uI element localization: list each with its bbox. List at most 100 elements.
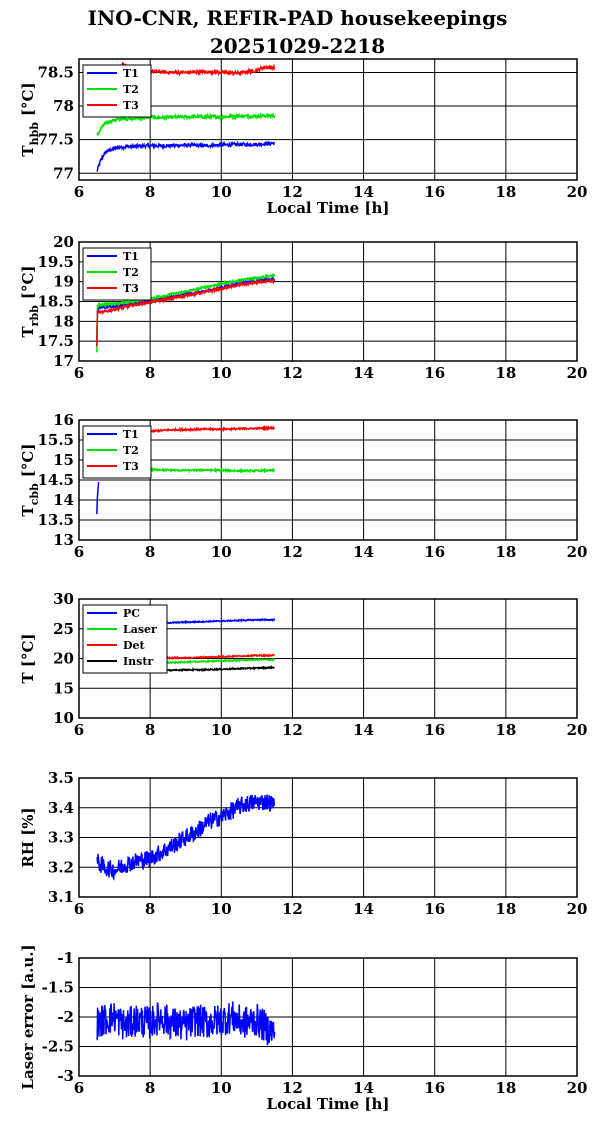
- y-axis-label-main: RH [%]: [19, 807, 37, 867]
- series-line-t3: [149, 424, 276, 434]
- y-tick-label: 10: [53, 709, 74, 727]
- y-tick-label: 3.3: [48, 829, 74, 847]
- panel-laser: -3 -2.5 -2 -1.5 -1 6 8 10 12 14 16 18 20 Local Time […: [19, 944, 587, 1113]
- legend-label-t1: T1: [123, 428, 139, 441]
- y-tick-label: 14.5: [37, 471, 74, 489]
- grid-hbb: [78, 59, 578, 180]
- legend-label-instr: Instr: [123, 655, 153, 668]
- plot-frame: [78, 777, 578, 898]
- y-axis-label: RH [%]: [19, 807, 37, 867]
- y-tick-label: -3: [57, 1067, 74, 1085]
- legend-label-laser: Laser: [123, 623, 157, 636]
- x-tick-label: 20: [567, 364, 588, 382]
- grid-rh: [78, 777, 578, 898]
- y-tick-label: 18.5: [37, 293, 74, 311]
- series-line-t2: [96, 111, 276, 137]
- chart-subtitle: 20251029-2218: [209, 34, 386, 58]
- x-tick-label: 20: [567, 1079, 588, 1097]
- y-tick-label: 17: [53, 352, 74, 370]
- x-tick-label: 16: [424, 1079, 445, 1097]
- legend-label-t3: T3: [123, 282, 139, 295]
- x-tick-label: 16: [424, 364, 445, 382]
- y-tick-label: 3.2: [48, 858, 74, 876]
- y-tick-label: 3.4: [48, 799, 74, 817]
- x-axis-label: Local Time [h]: [267, 1095, 390, 1113]
- y-tick-label: 15: [53, 679, 74, 697]
- x-tick-label: 10: [211, 183, 232, 201]
- legend-label-t2: T2: [123, 444, 139, 457]
- x-tick-label: 14: [353, 183, 374, 201]
- x-tick-label: 12: [282, 183, 303, 201]
- y-tick-label: 16: [53, 411, 74, 429]
- x-tick-label: 18: [495, 543, 516, 561]
- x-tick-label: 12: [282, 364, 303, 382]
- y-tick-label: 15.5: [37, 431, 74, 449]
- x-tick-label: 8: [145, 543, 155, 561]
- legend-label-t1: T1: [123, 250, 139, 263]
- y-tick-label: 3.5: [48, 769, 74, 787]
- x-tick-label: 6: [74, 183, 84, 201]
- x-tick-label: 8: [145, 721, 155, 739]
- x-tick-label: 20: [567, 900, 588, 918]
- y-tick-label: 13.5: [37, 511, 74, 529]
- y-tick-label: 77.5: [37, 131, 74, 149]
- x-tick-label: 16: [424, 543, 445, 561]
- x-tick-label: 14: [353, 1079, 374, 1097]
- x-tick-label: 10: [211, 900, 232, 918]
- x-tick-label: 12: [282, 1079, 303, 1097]
- panel-cbb: 13 13.5 14 14.5 15 15.5 16 6 8 10 12 14 16 18 20 Tcbb [°…: [19, 411, 587, 561]
- legend-label-t2: T2: [123, 266, 139, 279]
- legend-label-t2: T2: [123, 83, 139, 96]
- y-axis-label: Tcbb [°C]: [19, 444, 41, 517]
- y-axis-label-main: T: [19, 504, 37, 516]
- x-tick-label: 14: [353, 721, 374, 739]
- legend-label-t3: T3: [123, 99, 139, 112]
- x-tick-label: 14: [353, 543, 374, 561]
- x-tick-label: 20: [567, 543, 588, 561]
- y-axis-label-main: T [°C]: [19, 633, 37, 683]
- chart-title: INO-CNR, REFIR-PAD housekeepings: [87, 6, 508, 30]
- y-tick-label: -1: [57, 949, 74, 967]
- y-tick-label: -1.5: [42, 979, 74, 997]
- x-tick-label: 8: [145, 1079, 155, 1097]
- x-tick-label: 16: [424, 721, 445, 739]
- plot-frame: [78, 957, 578, 1077]
- legend: T1 T2 T3: [82, 64, 152, 118]
- series-line-laser: [96, 1001, 276, 1046]
- x-tick-label: 20: [567, 721, 588, 739]
- x-tick-label: 6: [74, 900, 84, 918]
- x-tick-label: 8: [145, 364, 155, 382]
- plot-frame: [78, 419, 578, 541]
- y-axis-label-main: Laser error [a.u.]: [19, 944, 37, 1089]
- y-tick-label: 78.5: [37, 63, 74, 81]
- x-tick-label: 6: [74, 543, 84, 561]
- y-tick-label: 3.1: [48, 888, 74, 906]
- legend-label-pc: PC: [123, 607, 140, 620]
- x-tick-label: 10: [211, 364, 232, 382]
- x-tick-label: 10: [211, 721, 232, 739]
- y-tick-label: 20: [53, 650, 74, 668]
- y-tick-label: 18: [53, 312, 74, 330]
- y-axis-label-subscript: rbb: [28, 305, 41, 326]
- x-tick-label: 6: [74, 364, 84, 382]
- x-tick-label: 8: [145, 183, 155, 201]
- panel-hbb: 77 77.5 78 78.5 6 8 10 12 14 16 18 20 Local Time [h]…: [19, 58, 587, 217]
- x-tick-label: 6: [74, 721, 84, 739]
- x-tick-label: 12: [282, 900, 303, 918]
- series-line-det: [149, 653, 276, 661]
- x-tick-label: 18: [495, 900, 516, 918]
- x-tick-label: 8: [145, 900, 155, 918]
- y-axis-label-main: T: [19, 145, 37, 157]
- plot-frame: [78, 598, 578, 719]
- x-tick-label: 14: [353, 900, 374, 918]
- y-axis-label-unit: [°C]: [19, 266, 37, 300]
- x-tick-label: 18: [495, 183, 516, 201]
- x-tick-label: 14: [353, 364, 374, 382]
- y-axis-label: Laser error [a.u.]: [19, 944, 37, 1089]
- y-axis-label-main: T: [19, 326, 37, 338]
- y-tick-label: 20: [53, 233, 74, 251]
- y-axis-label-unit: [°C]: [19, 82, 37, 116]
- series-line-t2: [96, 272, 275, 353]
- y-tick-label: 13: [53, 531, 74, 549]
